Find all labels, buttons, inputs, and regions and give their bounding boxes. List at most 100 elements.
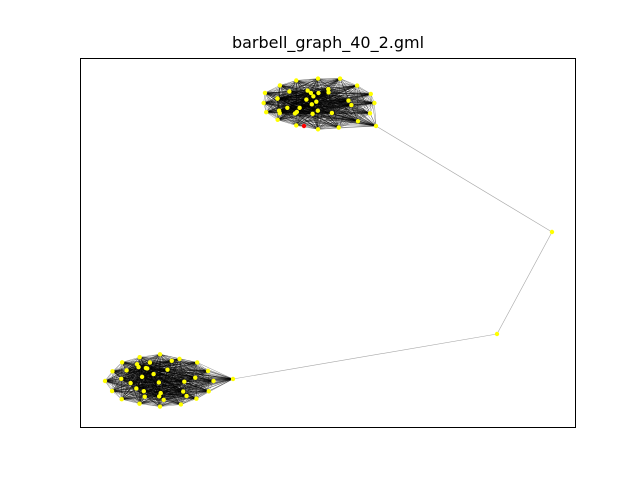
clique-edge xyxy=(143,381,185,392)
clique-edge xyxy=(147,368,214,382)
clique-edge xyxy=(141,376,182,405)
clique-edge xyxy=(121,357,140,379)
clique-edge xyxy=(171,360,182,405)
clique-edge xyxy=(263,102,278,120)
graph-node xyxy=(119,360,125,365)
clique-edge xyxy=(296,111,358,122)
clique-edge xyxy=(277,98,349,101)
path-node xyxy=(549,229,555,235)
clique-edge xyxy=(294,113,319,130)
clique-edge xyxy=(263,98,278,104)
clique-edge xyxy=(159,377,196,407)
clique-edge xyxy=(126,370,185,382)
clique-edge xyxy=(328,89,349,101)
clique-edge xyxy=(289,78,319,92)
clique-edge xyxy=(266,98,278,113)
clique-edge xyxy=(296,80,377,127)
clique-edge xyxy=(264,85,281,94)
clique-edge xyxy=(111,376,143,392)
clique-edge xyxy=(121,362,198,380)
clique-edge xyxy=(317,78,377,127)
clique-edge xyxy=(277,98,297,113)
clique-edge xyxy=(289,91,339,128)
clique-edge xyxy=(356,85,377,127)
clique-edge xyxy=(277,98,297,126)
clique-edge xyxy=(310,92,359,122)
graph-node xyxy=(141,388,146,394)
graph-node xyxy=(349,102,354,108)
clique-edge xyxy=(277,80,297,99)
clique-edge xyxy=(159,380,214,397)
clique-edge xyxy=(180,398,197,405)
clique-edge xyxy=(279,85,314,97)
graph-node xyxy=(261,100,266,106)
clique-edge xyxy=(112,371,234,380)
path-edge xyxy=(232,333,498,380)
clique-edge xyxy=(296,80,329,93)
clique-edge xyxy=(296,80,349,101)
clique-edge xyxy=(153,360,172,375)
clique-edge xyxy=(317,113,371,130)
clique-edge xyxy=(122,362,146,369)
clique-edge xyxy=(328,88,371,95)
clique-edge xyxy=(121,378,161,407)
clique-edge xyxy=(264,92,349,101)
clique-edge xyxy=(186,380,214,397)
clique-edge xyxy=(139,356,168,370)
clique-edge xyxy=(196,370,209,399)
clique-edge xyxy=(306,92,329,100)
clique-edge xyxy=(277,104,352,121)
clique-edge xyxy=(141,376,145,397)
clique-edge xyxy=(104,354,161,382)
clique-edge xyxy=(130,367,147,384)
clique-edge xyxy=(299,107,339,128)
clique-edge xyxy=(264,92,278,120)
clique-edge xyxy=(296,80,358,86)
clique-edge xyxy=(145,367,209,372)
clique-edge xyxy=(182,362,198,392)
clique-edge xyxy=(277,93,371,99)
graph-node xyxy=(211,378,216,384)
clique-edge xyxy=(296,78,341,113)
clique-edge xyxy=(139,380,214,404)
clique-edge xyxy=(311,104,371,114)
clique-edge xyxy=(279,85,371,95)
clique-edge xyxy=(287,85,358,109)
path-node xyxy=(494,331,500,337)
clique-edge xyxy=(310,92,377,127)
clique-edge xyxy=(313,93,371,97)
clique-edge xyxy=(121,382,159,400)
clique-edge xyxy=(279,112,339,128)
clique-edge xyxy=(138,366,168,370)
clique-edge xyxy=(121,362,151,380)
clique-edge xyxy=(180,380,214,405)
clique-edge xyxy=(139,357,184,392)
clique-edge xyxy=(294,93,371,114)
clique-edge xyxy=(160,392,187,397)
clique-edge xyxy=(179,358,187,396)
clique-edge xyxy=(263,102,371,114)
clique-edge xyxy=(144,396,164,401)
clique-edge xyxy=(307,78,341,91)
clique-edge xyxy=(316,101,377,127)
clique-edge xyxy=(136,373,154,389)
clique-edge xyxy=(277,113,371,121)
clique-edge xyxy=(328,92,377,127)
clique-edge xyxy=(143,380,214,392)
clique-edge xyxy=(121,362,131,384)
graph-node xyxy=(157,352,163,357)
clique-edge xyxy=(121,376,143,380)
clique-edge xyxy=(163,380,214,401)
clique-edge xyxy=(338,102,375,128)
graph-node xyxy=(277,83,283,88)
highlighted-node xyxy=(301,123,307,129)
clique-edge xyxy=(279,85,375,104)
clique-edge xyxy=(207,370,234,380)
clique-edge xyxy=(351,102,375,106)
clique-edge xyxy=(264,90,308,94)
clique-edge xyxy=(147,368,209,372)
clique-edge xyxy=(279,93,371,114)
graph-node xyxy=(206,389,211,394)
clique-edge xyxy=(277,96,314,99)
clique-edge xyxy=(149,362,161,407)
